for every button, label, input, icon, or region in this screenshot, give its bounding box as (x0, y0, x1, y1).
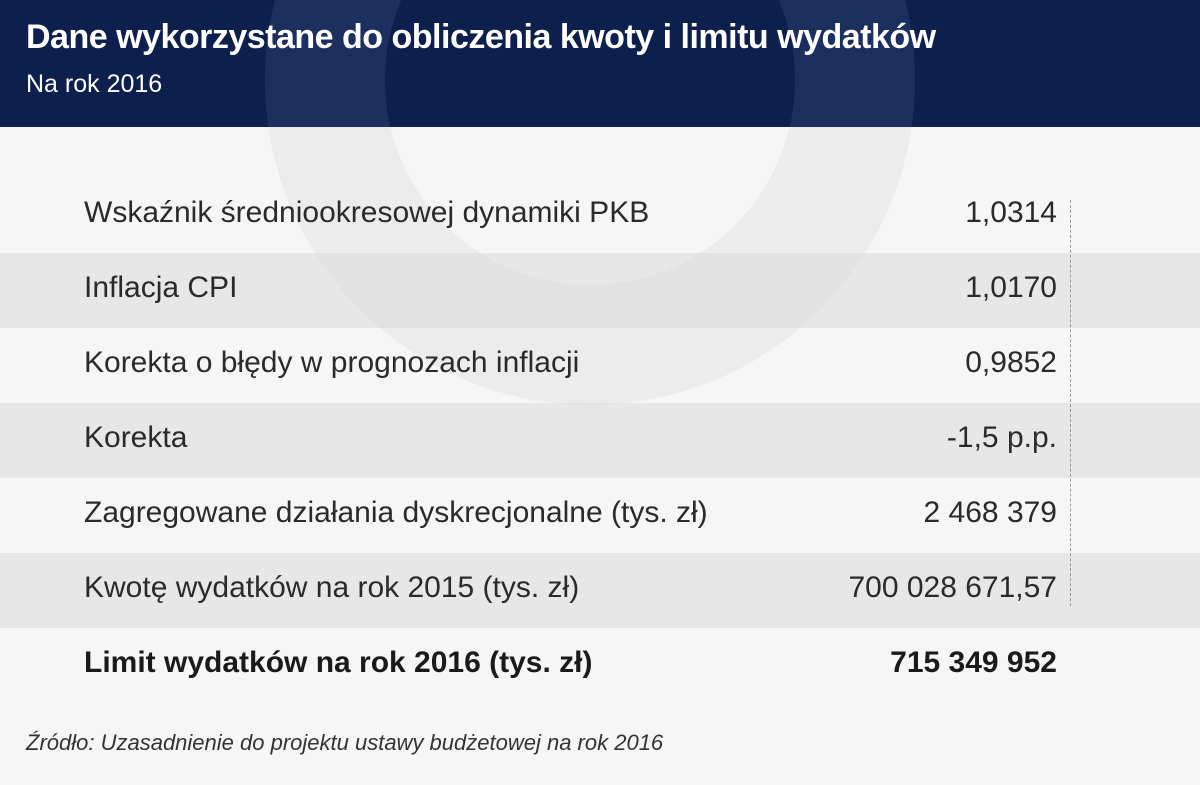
data-table: Wskaźnik średniookresowej dynamiki PKB 1… (0, 178, 1200, 703)
table-row: Kwotę wydatków na rok 2015 (tys. zł) 700… (0, 553, 1200, 628)
row-value: -1,5 p.p. (946, 421, 1057, 454)
total-value: 715 349 952 (890, 646, 1057, 679)
row-value: 2 468 379 (923, 496, 1057, 529)
row-label: Kwotę wydatków na rok 2015 (tys. zł) (84, 571, 580, 604)
column-divider (1070, 200, 1071, 606)
table-row: Korekta -1,5 p.p. (0, 403, 1200, 478)
row-value: 1,0314 (965, 196, 1057, 229)
table-row: Inflacja CPI 1,0170 (0, 253, 1200, 328)
row-value: 700 028 671,57 (848, 571, 1057, 604)
row-label: Zagregowane działania dyskrecjonalne (ty… (84, 496, 708, 529)
row-value: 0,9852 (965, 346, 1057, 379)
page-title: Dane wykorzystane do obliczenia kwoty i … (26, 18, 936, 56)
row-label: Korekta o błędy w prognozach inflacji (84, 346, 580, 379)
row-label: Wskaźnik średniookresowej dynamiki PKB (84, 196, 650, 229)
total-label: Limit wydatków na rok 2016 (tys. zł) (84, 646, 593, 679)
header-ring-decoration (265, 0, 915, 127)
page-subtitle: Na rok 2016 (26, 70, 163, 98)
table-row: Korekta o błędy w prognozach inflacji 0,… (0, 328, 1200, 403)
table-row: Zagregowane działania dyskrecjonalne (ty… (0, 478, 1200, 553)
table-row: Wskaźnik średniookresowej dynamiki PKB 1… (0, 178, 1200, 253)
source-note: Źródło: Uzasadnienie do projektu ustawy … (26, 730, 664, 755)
header-banner: Dane wykorzystane do obliczenia kwoty i … (0, 0, 1200, 127)
row-value: 1,0170 (965, 271, 1057, 304)
row-label: Korekta (84, 421, 188, 454)
total-row: Limit wydatków na rok 2016 (tys. zł) 715… (0, 628, 1200, 703)
row-label: Inflacja CPI (84, 271, 238, 304)
